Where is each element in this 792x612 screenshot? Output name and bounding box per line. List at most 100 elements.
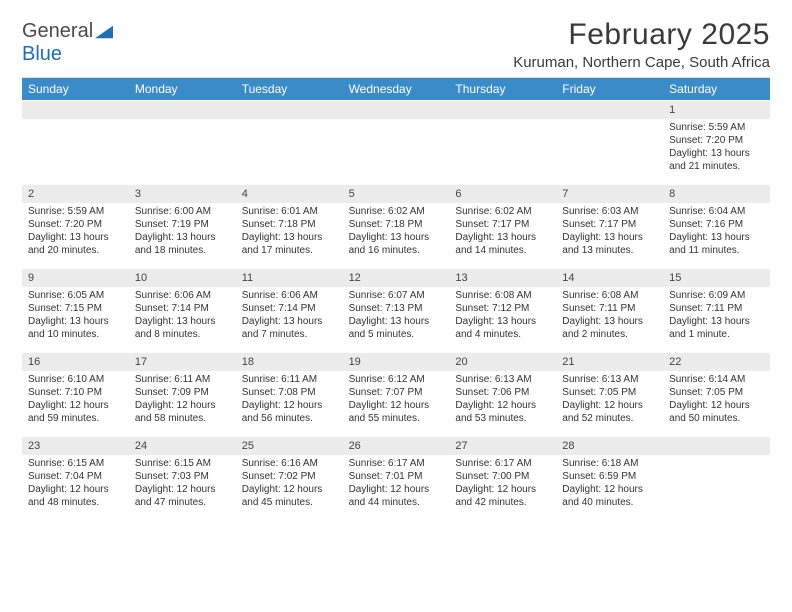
sunrise-text: Sunrise: 6:08 AM <box>455 289 550 302</box>
sunset-text: Sunset: 7:09 PM <box>135 386 230 399</box>
day-cell <box>129 100 236 184</box>
day-body: Sunrise: 6:08 AMSunset: 7:12 PMDaylight:… <box>449 287 556 345</box>
day-number: 12 <box>343 269 450 287</box>
sunset-text: Sunset: 7:11 PM <box>562 302 657 315</box>
sunrise-text: Sunrise: 6:01 AM <box>242 205 337 218</box>
day-number: 25 <box>236 437 343 455</box>
day-number: 15 <box>663 269 770 287</box>
sunrise-text: Sunrise: 6:02 AM <box>455 205 550 218</box>
daylight-text: Daylight: 12 hours and 44 minutes. <box>349 483 444 509</box>
sunrise-text: Sunrise: 6:06 AM <box>242 289 337 302</box>
day-number: 26 <box>343 437 450 455</box>
sunset-text: Sunset: 7:17 PM <box>455 218 550 231</box>
day-number: 6 <box>449 185 556 203</box>
day-number: 24 <box>129 437 236 455</box>
day-number: 21 <box>556 353 663 371</box>
day-body: Sunrise: 6:06 AMSunset: 7:14 PMDaylight:… <box>129 287 236 345</box>
daylight-text: Daylight: 12 hours and 52 minutes. <box>562 399 657 425</box>
day-cell: 28Sunrise: 6:18 AMSunset: 6:59 PMDayligh… <box>556 436 663 520</box>
daylight-text: Daylight: 13 hours and 20 minutes. <box>28 231 123 257</box>
day-body: Sunrise: 6:00 AMSunset: 7:19 PMDaylight:… <box>129 203 236 261</box>
sunset-text: Sunset: 7:18 PM <box>242 218 337 231</box>
sunrise-text: Sunrise: 6:16 AM <box>242 457 337 470</box>
sunset-text: Sunset: 7:14 PM <box>135 302 230 315</box>
day-number: 7 <box>556 185 663 203</box>
daylight-text: Daylight: 13 hours and 14 minutes. <box>455 231 550 257</box>
day-body: Sunrise: 6:07 AMSunset: 7:13 PMDaylight:… <box>343 287 450 345</box>
day-cell: 25Sunrise: 6:16 AMSunset: 7:02 PMDayligh… <box>236 436 343 520</box>
day-number <box>129 101 236 119</box>
sunrise-text: Sunrise: 6:15 AM <box>28 457 123 470</box>
day-cell: 12Sunrise: 6:07 AMSunset: 7:13 PMDayligh… <box>343 268 450 352</box>
day-cell: 20Sunrise: 6:13 AMSunset: 7:06 PMDayligh… <box>449 352 556 436</box>
day-body: Sunrise: 5:59 AMSunset: 7:20 PMDaylight:… <box>663 119 770 177</box>
day-number: 28 <box>556 437 663 455</box>
day-number: 16 <box>22 353 129 371</box>
day-body: Sunrise: 5:59 AMSunset: 7:20 PMDaylight:… <box>22 203 129 261</box>
sunset-text: Sunset: 7:20 PM <box>669 134 764 147</box>
sunset-text: Sunset: 7:12 PM <box>455 302 550 315</box>
triangle-icon <box>95 25 113 39</box>
sunset-text: Sunset: 7:03 PM <box>135 470 230 483</box>
sunrise-text: Sunrise: 6:08 AM <box>562 289 657 302</box>
day-number: 14 <box>556 269 663 287</box>
sunset-text: Sunset: 7:16 PM <box>669 218 764 231</box>
week-row: 9Sunrise: 6:05 AMSunset: 7:15 PMDaylight… <box>22 268 770 352</box>
day-body: Sunrise: 6:17 AMSunset: 7:01 PMDaylight:… <box>343 455 450 513</box>
day-cell: 24 Sunrise: 6:15 AMSunset: 7:03 PMDayligh… <box>129 436 236 520</box>
day-number <box>449 101 556 119</box>
day-body: Sunrise: 6:17 AMSunset: 7:00 PMDaylight:… <box>449 455 556 513</box>
sunset-text: Sunset: 7:08 PM <box>242 386 337 399</box>
day-cell <box>663 436 770 520</box>
sunset-text: Sunset: 7:05 PM <box>562 386 657 399</box>
weekday-monday: Monday <box>129 78 236 100</box>
day-cell: 22Sunrise: 6:14 AMSunset: 7:05 PMDayligh… <box>663 352 770 436</box>
daylight-text: Daylight: 13 hours and 13 minutes. <box>562 231 657 257</box>
sunset-text: Sunset: 7:01 PM <box>349 470 444 483</box>
daylight-text: Daylight: 13 hours and 2 minutes. <box>562 315 657 341</box>
sunrise-text: Sunrise: 6:05 AM <box>28 289 123 302</box>
day-number: 8 <box>663 185 770 203</box>
day-cell: 18Sunrise: 6:11 AMSunset: 7:08 PMDayligh… <box>236 352 343 436</box>
day-number <box>556 101 663 119</box>
sunrise-text: Sunrise: 6:02 AM <box>349 205 444 218</box>
sunrise-text: Sunrise: 5:59 AM <box>669 121 764 134</box>
daylight-text: Daylight: 13 hours and 7 minutes. <box>242 315 337 341</box>
day-number <box>663 437 770 455</box>
week-row: 23Sunrise: 6:15 AMSunset: 7:04 PMDayligh… <box>22 436 770 520</box>
day-body: Sunrise: 6:16 AMSunset: 7:02 PMDaylight:… <box>236 455 343 513</box>
day-cell: 9Sunrise: 6:05 AMSunset: 7:15 PMDaylight… <box>22 268 129 352</box>
sunset-text: Sunset: 7:13 PM <box>349 302 444 315</box>
sunrise-text: Sunrise: 6:06 AM <box>135 289 230 302</box>
sunrise-text: Sunrise: 6:03 AM <box>562 205 657 218</box>
day-body: Sunrise: 6:12 AMSunset: 7:07 PMDaylight:… <box>343 371 450 429</box>
daylight-text: Daylight: 12 hours and 47 minutes. <box>135 483 230 509</box>
day-body: Sunrise: 6:05 AMSunset: 7:15 PMDaylight:… <box>22 287 129 345</box>
day-number: 5 <box>343 185 450 203</box>
sunrise-text: Sunrise: 6:15 AM <box>135 457 230 470</box>
sunset-text: Sunset: 7:17 PM <box>562 218 657 231</box>
daylight-text: Daylight: 12 hours and 58 minutes. <box>135 399 230 425</box>
daylight-text: Daylight: 12 hours and 53 minutes. <box>455 399 550 425</box>
day-cell: 27Sunrise: 6:17 AMSunset: 7:00 PMDayligh… <box>449 436 556 520</box>
day-cell: 10Sunrise: 6:06 AMSunset: 7:14 PMDayligh… <box>129 268 236 352</box>
day-cell: 7 Sunrise: 6:03 AMSunset: 7:17 PMDaylight… <box>556 184 663 268</box>
day-number: 4 <box>236 185 343 203</box>
day-number: 23 <box>22 437 129 455</box>
day-body: Sunrise: 6:04 AMSunset: 7:16 PMDaylight:… <box>663 203 770 261</box>
day-cell <box>556 100 663 184</box>
day-cell: 19Sunrise: 6:12 AMSunset: 7:07 PMDayligh… <box>343 352 450 436</box>
day-cell: 13Sunrise: 6:08 AMSunset: 7:12 PMDayligh… <box>449 268 556 352</box>
sunrise-text: Sunrise: 5:59 AM <box>28 205 123 218</box>
day-body: Sunrise: 6:14 AMSunset: 7:05 PMDaylight:… <box>663 371 770 429</box>
daylight-text: Daylight: 12 hours and 40 minutes. <box>562 483 657 509</box>
sunrise-text: Sunrise: 6:17 AM <box>455 457 550 470</box>
sunrise-text: Sunrise: 6:11 AM <box>242 373 337 386</box>
sunset-text: Sunset: 7:06 PM <box>455 386 550 399</box>
day-number: 27 <box>449 437 556 455</box>
day-cell: 11Sunrise: 6:06 AMSunset: 7:14 PMDayligh… <box>236 268 343 352</box>
day-number: 22 <box>663 353 770 371</box>
day-number: 19 <box>343 353 450 371</box>
day-body: Sunrise: 6:09 AMSunset: 7:11 PMDaylight:… <box>663 287 770 345</box>
day-cell: 15Sunrise: 6:09 AMSunset: 7:11 PMDayligh… <box>663 268 770 352</box>
